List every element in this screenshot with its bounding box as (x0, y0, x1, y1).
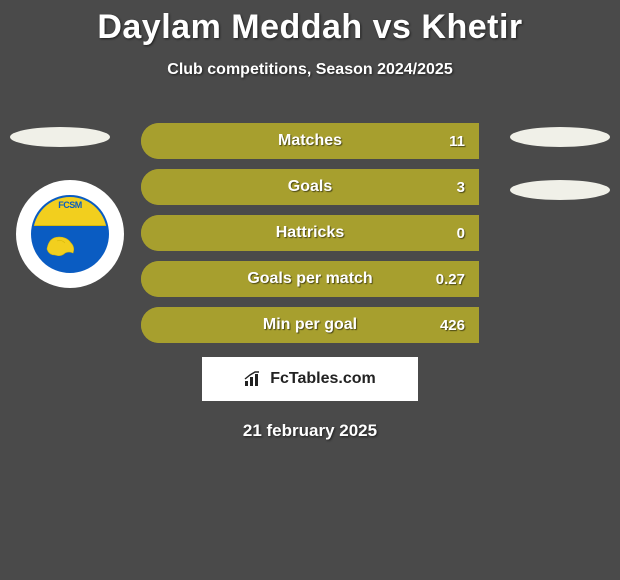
stat-value-right: 3 (457, 179, 465, 196)
stat-value-right: 426 (440, 317, 465, 334)
stat-row: Goals 3 (141, 169, 479, 205)
player-placeholder-right-2 (510, 180, 610, 200)
club-badge-text: FCSM (33, 200, 107, 210)
date-label: 21 february 2025 (0, 421, 620, 441)
stat-label: Min per goal (263, 316, 357, 334)
stat-value-right: 0.27 (436, 271, 465, 288)
stats-table: Matches 11 Goals 3 Hattricks 0 Goals per match… (141, 123, 479, 343)
club-badge: FCSM (16, 180, 124, 288)
club-badge-inner: FCSM (31, 195, 109, 273)
stat-label: Matches (278, 132, 342, 150)
lion-icon (43, 231, 79, 261)
page-subtitle: Club competitions, Season 2024/2025 (0, 61, 620, 79)
stat-row: Goals per match 0.27 (141, 261, 479, 297)
stat-row: Matches 11 (141, 123, 479, 159)
stat-label: Goals per match (247, 270, 372, 288)
player-placeholder-right-1 (510, 127, 610, 147)
stat-value-right: 0 (457, 225, 465, 242)
watermark: FcTables.com (202, 357, 418, 401)
stat-value-right: 11 (449, 133, 465, 150)
watermark-text: FcTables.com (270, 370, 376, 388)
stat-label: Hattricks (276, 224, 344, 242)
stat-label: Goals (288, 178, 332, 196)
stat-row: Hattricks 0 (141, 215, 479, 251)
bar-chart-icon (244, 371, 264, 387)
player-placeholder-left (10, 127, 110, 147)
stat-row: Min per goal 426 (141, 307, 479, 343)
page-title: Daylam Meddah vs Khetir (0, 0, 620, 47)
